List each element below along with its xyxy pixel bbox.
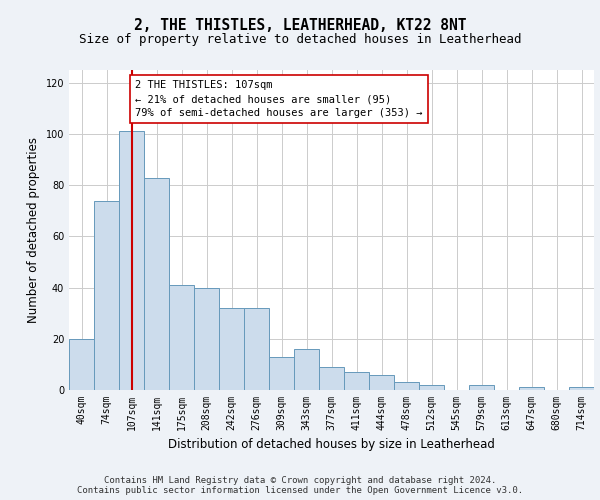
Bar (94, 200, 119, 390)
Bar (519, 388, 544, 390)
Y-axis label: Number of detached properties: Number of detached properties (27, 137, 40, 323)
Bar (319, 367, 344, 390)
X-axis label: Distribution of detached houses by size in Leatherhead: Distribution of detached houses by size … (168, 438, 495, 452)
Bar (169, 285, 194, 390)
Bar (194, 288, 219, 390)
Bar (269, 356, 294, 390)
Bar (69, 339, 94, 390)
Bar (394, 382, 419, 390)
Text: Contains public sector information licensed under the Open Government Licence v3: Contains public sector information licen… (77, 486, 523, 495)
Bar (469, 385, 494, 390)
Bar (344, 372, 369, 390)
Bar (369, 374, 394, 390)
Bar (294, 349, 319, 390)
Bar (219, 308, 244, 390)
Bar (569, 388, 594, 390)
Text: Contains HM Land Registry data © Crown copyright and database right 2024.: Contains HM Land Registry data © Crown c… (104, 476, 496, 485)
Bar (119, 132, 144, 390)
Bar (244, 308, 269, 390)
Text: 2 THE THISTLES: 107sqm
← 21% of detached houses are smaller (95)
79% of semi-det: 2 THE THISTLES: 107sqm ← 21% of detached… (135, 80, 423, 118)
Bar (419, 385, 444, 390)
Text: Size of property relative to detached houses in Leatherhead: Size of property relative to detached ho… (79, 32, 521, 46)
Text: 2, THE THISTLES, LEATHERHEAD, KT22 8NT: 2, THE THISTLES, LEATHERHEAD, KT22 8NT (134, 18, 466, 32)
Bar (144, 178, 169, 390)
